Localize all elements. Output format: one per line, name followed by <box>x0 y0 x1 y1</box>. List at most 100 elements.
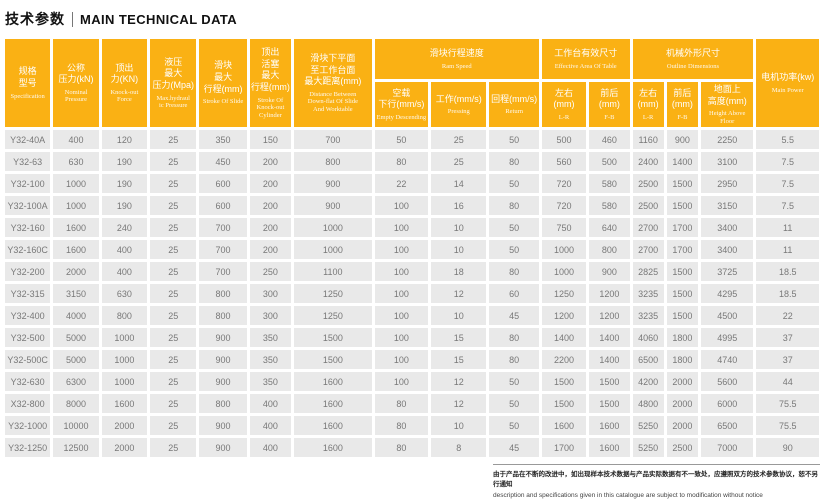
data-cell: 3235 <box>632 284 664 304</box>
data-cell: 12 <box>431 284 487 304</box>
data-cell: 50 <box>489 130 539 150</box>
data-cell: 15 <box>431 350 487 370</box>
data-cell: 5250 <box>632 416 664 436</box>
model-cell: Y32-160 <box>5 218 51 238</box>
data-cell: 1500 <box>589 394 630 414</box>
data-cell: 80 <box>489 262 539 282</box>
data-cell: 2700 <box>632 240 664 260</box>
data-cell: 80 <box>489 152 539 172</box>
data-cell: 800 <box>199 284 247 304</box>
data-cell: 18.5 <box>756 284 819 304</box>
data-cell: 600 <box>199 196 247 216</box>
data-cell: 200 <box>249 240 292 260</box>
data-cell: 1250 <box>541 284 587 304</box>
data-cell: 50 <box>489 218 539 238</box>
data-cell: 11 <box>756 218 819 238</box>
model-cell: Y32-63 <box>5 152 51 172</box>
data-cell: 25 <box>150 350 197 370</box>
data-cell: 900 <box>199 438 247 458</box>
data-cell: 2200 <box>541 350 587 370</box>
data-cell: 100 <box>374 262 429 282</box>
sub-header-table-lr: 左右 (mm) L-R <box>541 82 587 128</box>
data-cell: 25 <box>150 196 197 216</box>
data-cell: 800 <box>589 240 630 260</box>
group-header-effective-area-of-table: 工作台有效尺寸 Effective Area Of Table <box>541 39 630 79</box>
data-cell: 2500 <box>632 196 664 216</box>
model-cell: X32-800 <box>5 394 51 414</box>
data-cell: 50 <box>489 240 539 260</box>
data-cell: 1200 <box>589 306 630 326</box>
col-header-nominal-pressure: 公称 压力(kN) Nominal Pressure <box>53 39 99 128</box>
data-cell: 4295 <box>701 284 754 304</box>
data-cell: 2700 <box>632 218 664 238</box>
disclaimer-en: description and specifications given in … <box>493 491 763 499</box>
data-cell: 80 <box>374 416 429 436</box>
data-cell: 2500 <box>632 174 664 194</box>
data-cell: 4200 <box>632 372 664 392</box>
data-cell: 100 <box>374 328 429 348</box>
data-cell: 50 <box>489 394 539 414</box>
data-cell: 100 <box>374 218 429 238</box>
sub-header-height-above-floor: 地面上 高度(mm) Height Above Floor <box>701 82 754 128</box>
data-cell: 900 <box>589 262 630 282</box>
data-cell: 3150 <box>701 196 754 216</box>
data-cell: 25 <box>150 306 197 326</box>
data-cell: 75.5 <box>756 416 819 436</box>
data-cell: 200 <box>249 196 292 216</box>
data-cell: 80 <box>374 152 429 172</box>
data-cell: 4995 <box>701 328 754 348</box>
data-cell: 190 <box>101 196 148 216</box>
data-cell: 2000 <box>101 416 148 436</box>
data-cell: 80 <box>489 196 539 216</box>
data-cell: 25 <box>150 174 197 194</box>
data-cell: 1500 <box>541 372 587 392</box>
data-cell: 11 <box>756 240 819 260</box>
data-cell: 10000 <box>53 416 99 436</box>
sub-header-table-fb: 前后 (mm) F-B <box>589 82 630 128</box>
data-cell: 6000 <box>701 394 754 414</box>
data-cell: 1000 <box>541 240 587 260</box>
group-header-outline-dimensions: 机械外形尺寸 Outline Dimensions <box>632 39 754 79</box>
page-title: 技术参数 MAIN TECHNICAL DATA <box>0 0 825 29</box>
data-cell: 10 <box>431 416 487 436</box>
data-cell: 15 <box>431 328 487 348</box>
disclaimer-footer: 由于产品在不断的改进中，如出现样本技术数据与产品实际数据有不一致处，应遵照双方的… <box>493 464 820 500</box>
data-cell: 90 <box>756 438 819 458</box>
data-cell: 900 <box>199 350 247 370</box>
data-cell: 580 <box>589 196 630 216</box>
data-cell: 80 <box>374 394 429 414</box>
table-row: Y32-160 1600 240 25 700 200 1000 100 10 50 750 640 2… <box>5 218 819 238</box>
data-cell: 1500 <box>666 174 698 194</box>
data-cell: 200 <box>249 152 292 172</box>
data-cell: 50 <box>489 174 539 194</box>
data-cell: 8000 <box>53 394 99 414</box>
data-cell: 560 <box>541 152 587 172</box>
data-cell: 5000 <box>53 350 99 370</box>
data-cell: 25 <box>150 262 197 282</box>
data-cell: 400 <box>249 438 292 458</box>
data-cell: 300 <box>249 306 292 326</box>
data-cell: 4060 <box>632 328 664 348</box>
data-cell: 800 <box>199 306 247 326</box>
data-cell: 50 <box>374 130 429 150</box>
sub-header-empty-descending: 空载 下行(mm/s) Empty Descending <box>374 82 429 128</box>
data-cell: 18.5 <box>756 262 819 282</box>
data-cell: 12 <box>431 372 487 392</box>
data-cell: 200 <box>249 218 292 238</box>
data-cell: 2400 <box>632 152 664 172</box>
data-cell: 1000 <box>294 240 372 260</box>
model-cell: Y32-200 <box>5 262 51 282</box>
data-cell: 100 <box>374 284 429 304</box>
data-cell: 800 <box>294 152 372 172</box>
data-cell: 1700 <box>666 240 698 260</box>
data-cell: 750 <box>541 218 587 238</box>
data-cell: 22 <box>374 174 429 194</box>
data-cell: 1250 <box>294 306 372 326</box>
data-cell: 25 <box>431 152 487 172</box>
data-cell: 6300 <box>53 372 99 392</box>
data-cell: 14 <box>431 174 487 194</box>
data-cell: 1250 <box>294 284 372 304</box>
data-cell: 1600 <box>101 394 148 414</box>
data-cell: 37 <box>756 328 819 348</box>
